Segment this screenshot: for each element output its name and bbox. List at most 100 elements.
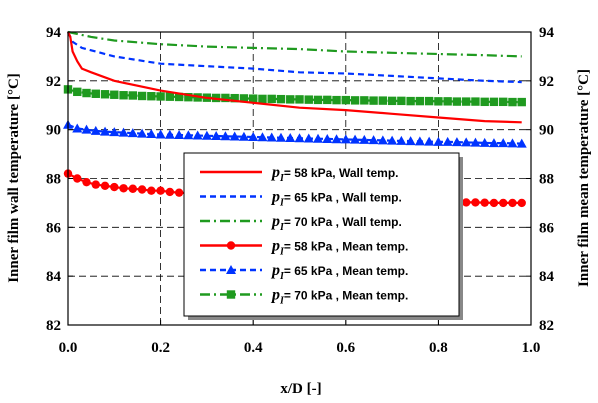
legend-entry-2: pI= 65 kPa , Wall temp.	[200, 189, 402, 209]
series-point	[165, 187, 175, 197]
legend-label-prefix: p	[270, 213, 280, 230]
series-point	[285, 132, 296, 142]
series-point	[350, 96, 360, 105]
legend-label-subscript: I	[279, 296, 285, 307]
series-point	[303, 133, 314, 143]
series-point	[91, 180, 100, 189]
series-point	[415, 96, 425, 106]
legend-swatch-marker	[226, 290, 236, 299]
legend-label-text: = 70 kPa , Wall temp.	[284, 215, 402, 229]
series-point	[294, 133, 305, 143]
series-point	[434, 97, 443, 106]
series-point	[91, 89, 100, 98]
series-point	[257, 132, 268, 142]
x-tick-label: 0.8	[429, 340, 448, 356]
y-tick-label-right: 84	[539, 269, 555, 285]
series-point	[498, 138, 509, 148]
series-point	[147, 92, 156, 101]
y-tick-label-right: 86	[539, 220, 555, 236]
series-point	[479, 137, 490, 147]
y-tick-label-left: 90	[46, 123, 61, 139]
series-point	[229, 131, 240, 141]
series-point	[396, 135, 407, 145]
y-tick-label-left: 88	[46, 172, 61, 188]
y-tick-label-right: 82	[539, 318, 554, 334]
series-point	[350, 134, 361, 144]
series-point	[165, 92, 175, 101]
y-tick-label-right: 92	[539, 74, 554, 90]
series-point	[201, 130, 212, 140]
legend-label-subscript: I	[279, 271, 285, 282]
series-point	[304, 95, 313, 104]
series-point	[118, 127, 129, 137]
series-point	[109, 127, 120, 137]
series-point	[480, 198, 489, 207]
series-point	[100, 90, 110, 99]
series-point	[184, 92, 193, 102]
legend-label-text: = 58 kPa , Mean temp.	[284, 240, 408, 254]
series-point	[414, 136, 425, 146]
series-point	[507, 138, 518, 148]
series-point	[127, 128, 138, 138]
x-axis-title: x/D [-]	[280, 381, 321, 397]
series-point	[508, 198, 517, 208]
legend-label-prefix: p	[270, 189, 280, 206]
legend-label-subscript: I	[279, 173, 285, 184]
series-point	[461, 97, 471, 106]
series-point	[499, 198, 508, 208]
series-point	[137, 128, 148, 138]
legend-swatch-marker	[226, 241, 236, 250]
legend-label-prefix: p	[270, 287, 280, 304]
series-point	[174, 92, 184, 102]
series-point	[406, 96, 415, 106]
series-point	[295, 95, 304, 104]
series-point	[128, 184, 138, 193]
y-axis-title-right: Inner film mean temperature [°C]	[576, 69, 592, 287]
series-point	[174, 130, 185, 140]
series-point	[81, 124, 92, 134]
legend-label-text: = 58 kPa, Wall temp.	[284, 166, 399, 180]
y-tick-label-right: 94	[539, 25, 555, 41]
legend-label-subscript: I	[279, 198, 285, 209]
series-point	[155, 129, 166, 139]
series-point	[174, 188, 184, 197]
series-point	[508, 97, 517, 107]
series-point	[452, 97, 462, 106]
series-point	[137, 91, 147, 101]
series-point	[313, 95, 323, 105]
series-point	[128, 91, 138, 100]
y-tick-label-left: 94	[46, 25, 62, 41]
series-point	[156, 92, 165, 101]
series-point	[368, 135, 379, 145]
legend-label: pI= 65 kPa , Wall temp.	[270, 189, 402, 209]
legend-entry-1: pI= 58 kPa, Wall temp.	[200, 164, 399, 184]
series-point	[147, 186, 156, 195]
series-1	[67, 31, 522, 124]
series-point	[433, 136, 444, 146]
series-point	[516, 138, 527, 148]
legend-label: pI= 70 kPa , Mean temp.	[270, 287, 408, 307]
y-tick-label-left: 84	[46, 269, 62, 285]
series-point	[471, 97, 480, 106]
legend-label-prefix: p	[270, 262, 280, 279]
y-tick-label-left: 92	[46, 74, 61, 90]
series-point	[405, 136, 416, 146]
series-point	[359, 134, 370, 144]
legend-label-text: = 65 kPa , Wall temp.	[284, 191, 402, 205]
series-point	[443, 97, 452, 106]
series-point	[322, 133, 333, 143]
series-point	[82, 177, 91, 187]
series-point	[73, 174, 82, 183]
series-point	[471, 198, 480, 207]
legend-label-text: = 70 kPa , Mean temp.	[284, 289, 408, 303]
series-2	[67, 31, 522, 84]
series-5	[63, 119, 527, 148]
series-point	[424, 136, 435, 146]
legend-label: pI= 58 kPa , Mean temp.	[270, 238, 408, 258]
y-tick-label-right: 90	[539, 123, 554, 139]
x-tick-label: 1.0	[522, 340, 541, 356]
series-point	[239, 94, 249, 103]
series-point	[266, 132, 277, 142]
series-point	[164, 129, 175, 139]
series-point	[377, 135, 388, 145]
